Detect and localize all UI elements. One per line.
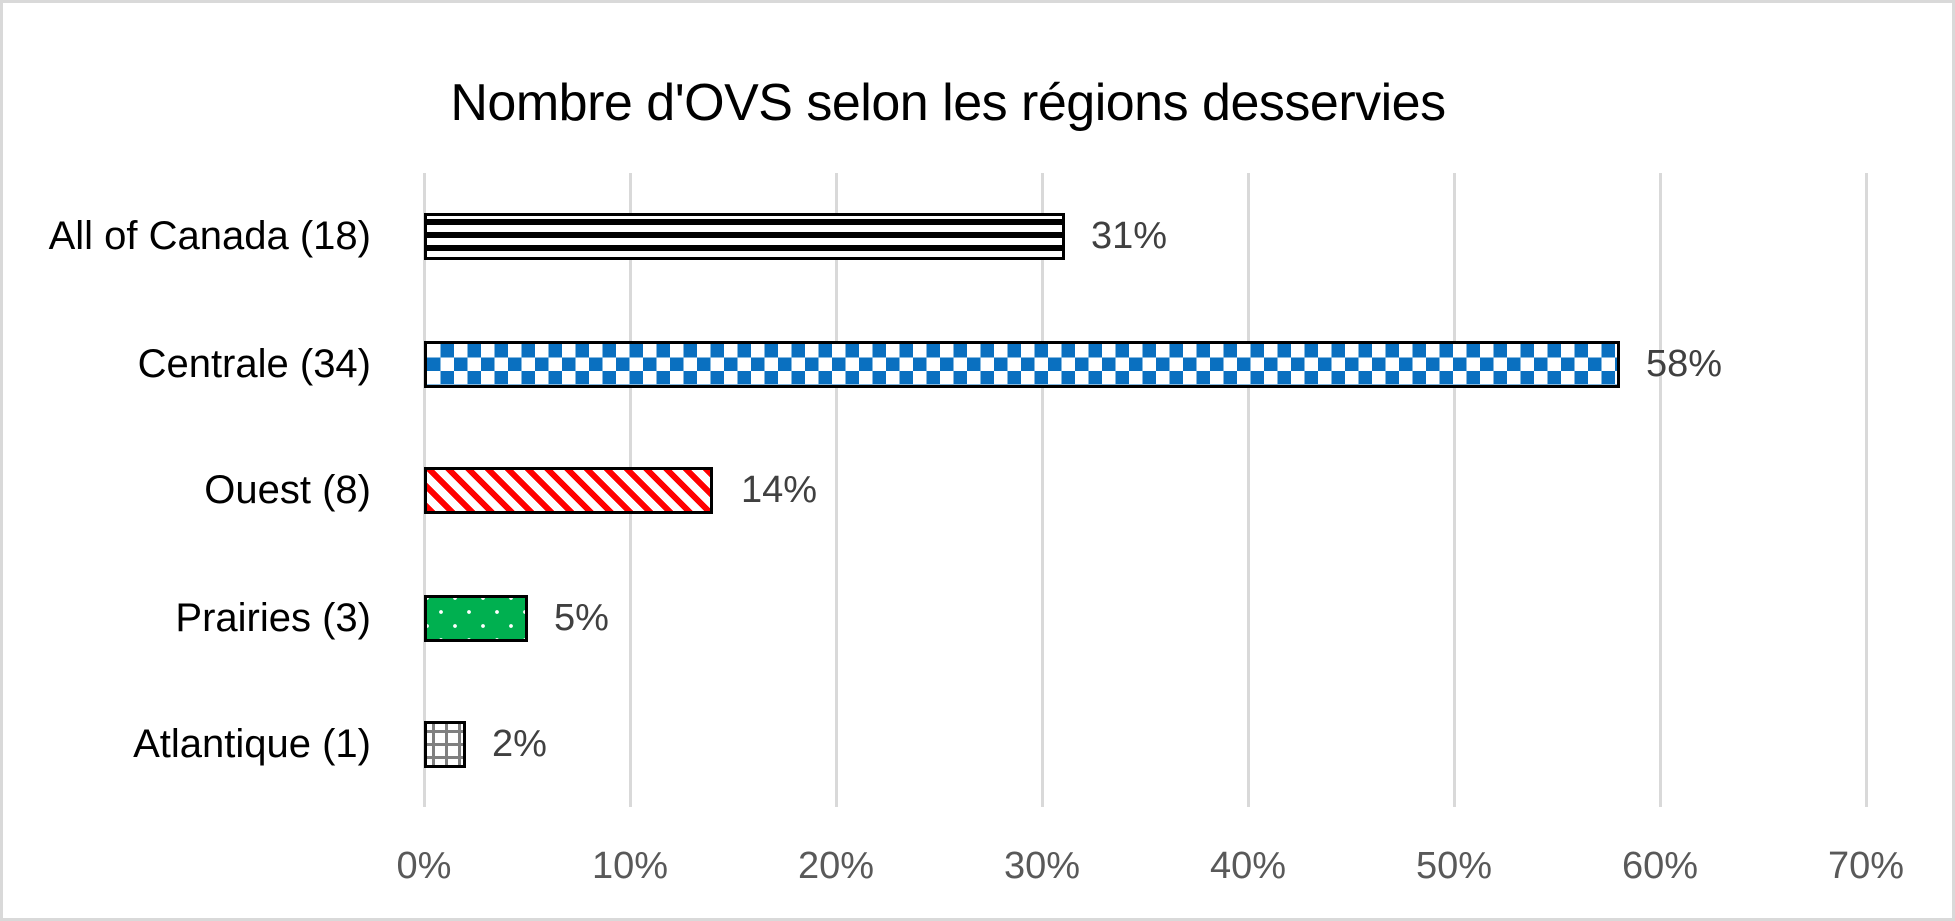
data-label-centrale: 58% xyxy=(1646,343,1723,385)
data-label-atlantique: 2% xyxy=(492,723,547,765)
bar-atlantique[interactable] xyxy=(424,721,466,768)
gridline-30 xyxy=(1041,173,1044,807)
data-label-ouest: 14% xyxy=(741,469,818,511)
bar-ouest[interactable] xyxy=(424,467,713,514)
data-label-prairies: 5% xyxy=(554,597,609,639)
x-tick-60: 60% xyxy=(1621,845,1699,887)
data-label-all-of-canada: 31% xyxy=(1091,215,1168,257)
category-label-atlantique: Atlantique (1) xyxy=(133,722,371,766)
category-label-all-of-canada: All of Canada (18) xyxy=(48,214,371,258)
x-tick-40: 40% xyxy=(1209,845,1287,887)
gridline-20 xyxy=(835,173,838,807)
x-tick-30: 30% xyxy=(1003,845,1081,887)
gridline-50 xyxy=(1453,173,1456,807)
plot-area: 31% 58% 14% 5% 2% xyxy=(423,173,1868,807)
bar-all-of-canada[interactable] xyxy=(424,213,1065,260)
bar-prairies[interactable] xyxy=(424,595,528,642)
x-tick-20: 20% xyxy=(797,845,875,887)
x-tick-0: 0% xyxy=(396,845,452,887)
category-label-ouest: Ouest (8) xyxy=(204,468,371,512)
gridline-40 xyxy=(1247,173,1250,807)
x-tick-50: 50% xyxy=(1415,845,1493,887)
chart-title: Nombre d'OVS selon les régions desservie… xyxy=(450,74,1446,132)
gridline-60 xyxy=(1659,173,1662,807)
x-tick-10: 10% xyxy=(591,845,669,887)
category-label-centrale: Centrale (34) xyxy=(137,342,371,386)
x-tick-70: 70% xyxy=(1827,845,1905,887)
gridline-70 xyxy=(1865,173,1868,807)
category-label-prairies: Prairies (3) xyxy=(175,596,371,640)
bar-centrale[interactable] xyxy=(424,341,1620,388)
